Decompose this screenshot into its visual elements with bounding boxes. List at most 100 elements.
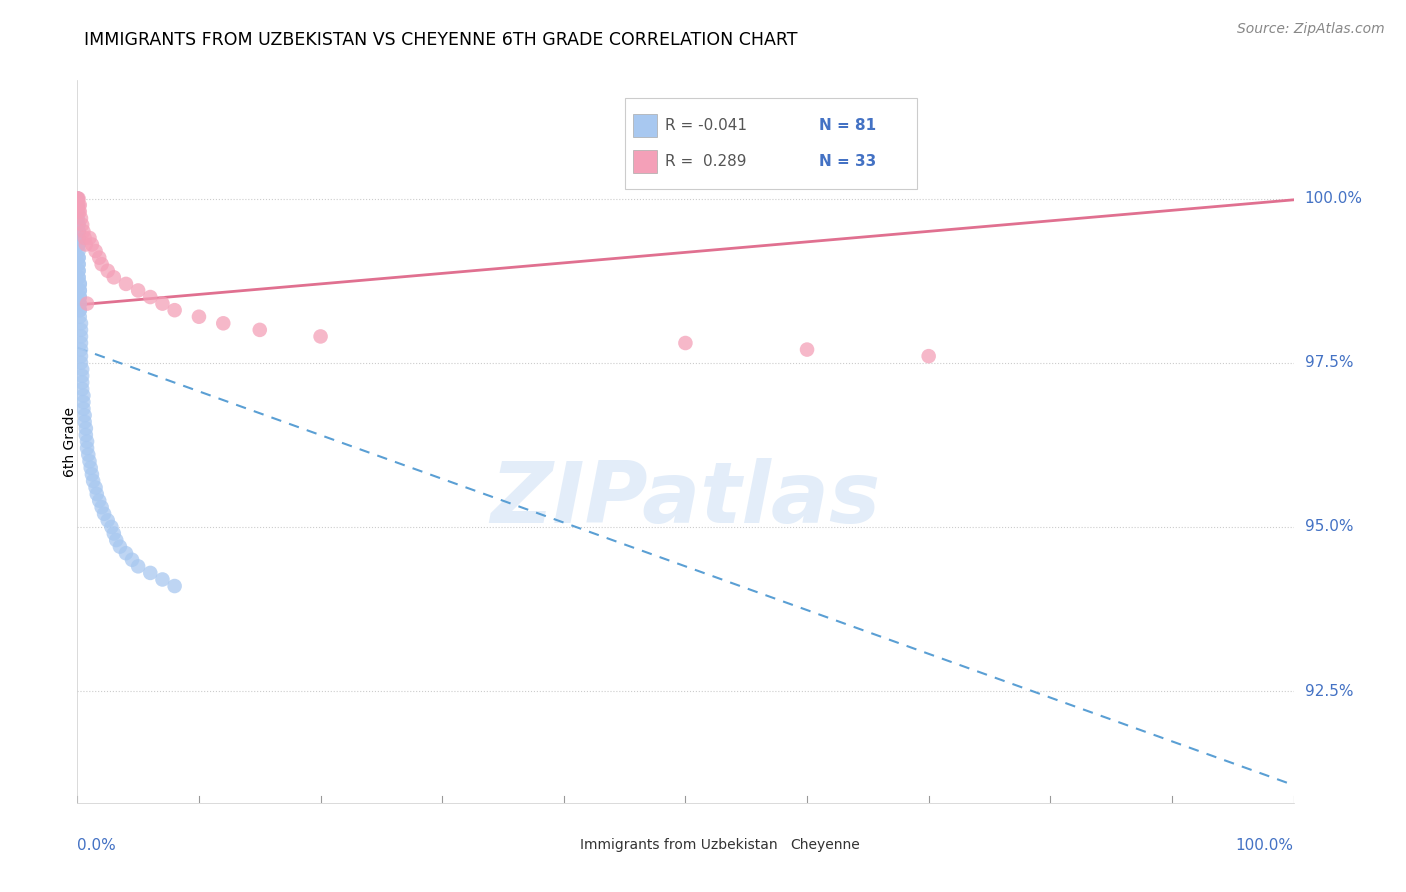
Point [72, 224, 94, 238]
Point [103, 270, 125, 285]
Point [127, 284, 149, 298]
Point [72, 401, 94, 416]
Point [67, 251, 90, 265]
Point [69, 296, 91, 310]
Point [115, 277, 138, 291]
Text: 100.0%: 100.0% [1305, 191, 1362, 206]
Point [70, 211, 93, 226]
Point [67, 237, 90, 252]
Bar [756, 834, 783, 855]
Point [66, 198, 89, 212]
Point [675, 336, 697, 351]
Point [67, 257, 90, 271]
Point [67, 244, 90, 258]
Text: 92.5%: 92.5% [1305, 683, 1353, 698]
Point [108, 540, 131, 554]
Bar [633, 151, 658, 173]
Point [66, 192, 89, 206]
Point [70, 316, 93, 330]
Point [90, 500, 112, 515]
Point [105, 533, 128, 547]
Point [70, 218, 93, 232]
Point [72, 395, 94, 409]
Point [69, 284, 91, 298]
Point [70, 329, 93, 343]
Point [80, 467, 103, 482]
Point [309, 329, 332, 343]
Point [73, 415, 96, 429]
Point [70, 343, 93, 357]
Point [66, 204, 89, 219]
Point [82, 474, 104, 488]
Point [152, 573, 174, 587]
Point [70, 362, 93, 376]
Point [69, 296, 91, 310]
Point [67, 257, 90, 271]
Point [69, 310, 91, 324]
Point [73, 231, 96, 245]
Point [67, 264, 90, 278]
Text: 97.5%: 97.5% [1305, 355, 1353, 370]
Text: 95.0%: 95.0% [1305, 519, 1353, 534]
Point [66, 192, 89, 206]
Point [79, 454, 101, 468]
Point [66, 211, 89, 226]
Point [73, 409, 96, 423]
Text: N = 33: N = 33 [820, 154, 876, 169]
Point [66, 192, 89, 206]
FancyBboxPatch shape [624, 98, 917, 189]
Point [67, 270, 90, 285]
Point [139, 566, 162, 580]
Point [67, 224, 90, 238]
Bar [546, 834, 572, 855]
Point [163, 579, 186, 593]
Point [77, 448, 100, 462]
Point [249, 323, 271, 337]
Point [67, 204, 90, 219]
Point [97, 264, 120, 278]
Point [67, 231, 90, 245]
Point [67, 270, 90, 285]
Point [70, 323, 93, 337]
Point [67, 237, 90, 252]
Point [67, 264, 90, 278]
Point [75, 428, 97, 442]
Text: 100.0%: 100.0% [1236, 838, 1294, 853]
Text: R =  0.289: R = 0.289 [665, 154, 747, 169]
Point [163, 303, 186, 318]
Point [86, 487, 108, 501]
Point [152, 296, 174, 310]
Point [67, 224, 90, 238]
Point [75, 237, 97, 252]
Point [69, 277, 91, 291]
Point [76, 296, 98, 310]
Point [66, 211, 89, 226]
Point [100, 520, 122, 534]
Point [69, 198, 91, 212]
Text: ZIPatlas: ZIPatlas [491, 458, 880, 541]
Point [70, 376, 93, 390]
Point [66, 192, 89, 206]
Point [90, 257, 112, 271]
Point [67, 218, 90, 232]
Point [69, 277, 91, 291]
Point [918, 349, 941, 363]
Point [796, 343, 818, 357]
Point [80, 460, 103, 475]
Text: IMMIGRANTS FROM UZBEKISTAN VS CHEYENNE 6TH GRADE CORRELATION CHART: IMMIGRANTS FROM UZBEKISTAN VS CHEYENNE 6… [84, 31, 797, 49]
Point [67, 224, 90, 238]
Text: R = -0.041: R = -0.041 [665, 119, 747, 133]
Point [69, 204, 91, 219]
Point [70, 336, 93, 351]
Text: N = 81: N = 81 [820, 119, 876, 133]
Point [66, 211, 89, 226]
Point [121, 553, 143, 567]
Point [66, 198, 89, 212]
Point [66, 204, 89, 219]
Point [67, 198, 90, 212]
Point [76, 441, 98, 455]
Point [69, 284, 91, 298]
Point [69, 303, 91, 318]
Point [97, 513, 120, 527]
Point [66, 198, 89, 212]
